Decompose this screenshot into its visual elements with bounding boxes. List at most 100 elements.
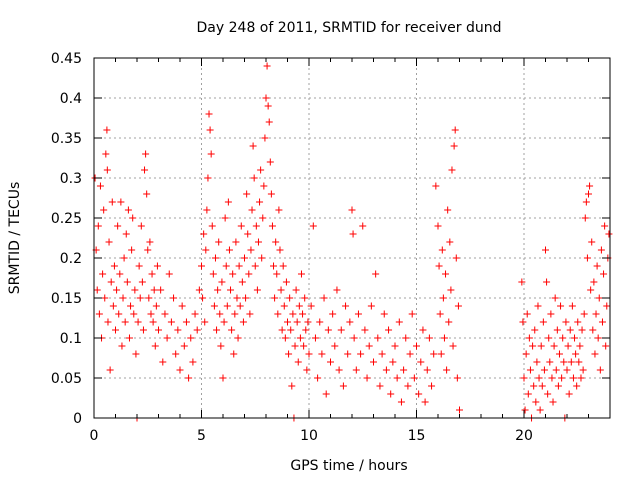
data-point xyxy=(159,358,167,366)
data-point xyxy=(176,366,184,374)
data-point xyxy=(130,310,138,318)
data-point xyxy=(265,118,273,126)
data-point xyxy=(267,190,275,198)
data-point xyxy=(277,286,285,294)
data-point xyxy=(324,326,332,334)
x-tick-label: 20 xyxy=(515,428,533,444)
data-point xyxy=(227,286,235,294)
data-point xyxy=(271,294,279,302)
data-point xyxy=(206,126,214,134)
data-point xyxy=(123,278,131,286)
data-point xyxy=(440,334,448,342)
data-point xyxy=(519,318,527,326)
data-point xyxy=(530,382,538,390)
data-point xyxy=(241,254,248,262)
data-point xyxy=(193,326,201,334)
data-point xyxy=(246,310,254,318)
data-point xyxy=(252,222,260,230)
data-point xyxy=(109,302,117,310)
data-point xyxy=(406,350,414,358)
data-point xyxy=(554,382,562,390)
data-point xyxy=(413,342,420,350)
data-point xyxy=(576,342,584,350)
data-point xyxy=(327,358,334,366)
data-point xyxy=(564,342,572,350)
data-point xyxy=(380,310,388,318)
data-point xyxy=(121,318,129,326)
data-point xyxy=(281,334,289,342)
data-point xyxy=(217,342,225,350)
data-point xyxy=(419,326,427,334)
data-point xyxy=(579,366,587,374)
data-point xyxy=(125,334,133,342)
data-point xyxy=(344,350,352,358)
data-point xyxy=(449,342,457,350)
data-point xyxy=(575,358,583,366)
data-point xyxy=(549,398,557,406)
data-point xyxy=(141,166,149,174)
data-point xyxy=(534,302,542,310)
data-point xyxy=(456,406,463,414)
data-point xyxy=(521,406,529,414)
data-point xyxy=(276,246,284,254)
data-point xyxy=(342,302,350,310)
data-point xyxy=(540,366,548,374)
y-tick-label: 0.1 xyxy=(60,331,82,347)
data-point xyxy=(568,302,576,310)
data-point xyxy=(254,238,262,246)
data-point xyxy=(365,342,373,350)
data-point xyxy=(518,278,526,286)
data-point xyxy=(138,278,146,286)
data-point xyxy=(220,318,228,326)
data-point xyxy=(94,222,102,230)
data-point xyxy=(258,254,266,262)
data-point xyxy=(374,334,382,342)
data-point xyxy=(602,342,610,350)
data-point xyxy=(451,126,459,134)
data-point xyxy=(274,310,282,318)
data-point xyxy=(404,382,412,390)
data-point xyxy=(297,270,305,278)
data-point xyxy=(292,286,300,294)
x-axis-label: GPS time / hours xyxy=(290,458,407,474)
data-point xyxy=(201,318,209,326)
data-point xyxy=(135,262,143,270)
data-point xyxy=(119,294,127,302)
data-point xyxy=(410,374,418,382)
data-point xyxy=(562,318,570,326)
data-point xyxy=(318,350,326,358)
data-point xyxy=(304,318,312,326)
data-point xyxy=(400,366,408,374)
data-point xyxy=(597,246,605,254)
data-point xyxy=(445,318,453,326)
data-point xyxy=(257,166,265,174)
data-point xyxy=(547,310,555,318)
data-point xyxy=(438,246,446,254)
y-tick-label: 0.05 xyxy=(51,371,82,387)
data-point xyxy=(99,270,107,278)
data-point xyxy=(357,350,365,358)
data-point xyxy=(167,318,175,326)
x-tick-label: 5 xyxy=(197,428,206,444)
data-point xyxy=(581,214,589,222)
data-point xyxy=(114,222,122,230)
data-point xyxy=(236,302,244,310)
data-point xyxy=(333,286,341,294)
data-point xyxy=(104,318,112,326)
data-point xyxy=(224,198,232,206)
data-point xyxy=(395,318,403,326)
data-point xyxy=(389,358,397,366)
data-point xyxy=(532,398,540,406)
data-point xyxy=(198,262,205,270)
data-point xyxy=(280,302,288,310)
data-point xyxy=(520,374,528,382)
data-point xyxy=(152,302,160,310)
y-tick-label: 0.45 xyxy=(51,51,82,67)
data-point xyxy=(174,326,182,334)
data-point xyxy=(266,158,274,166)
data-point xyxy=(337,326,345,334)
data-point xyxy=(234,334,242,342)
data-point xyxy=(151,342,159,350)
data-point xyxy=(163,334,171,342)
